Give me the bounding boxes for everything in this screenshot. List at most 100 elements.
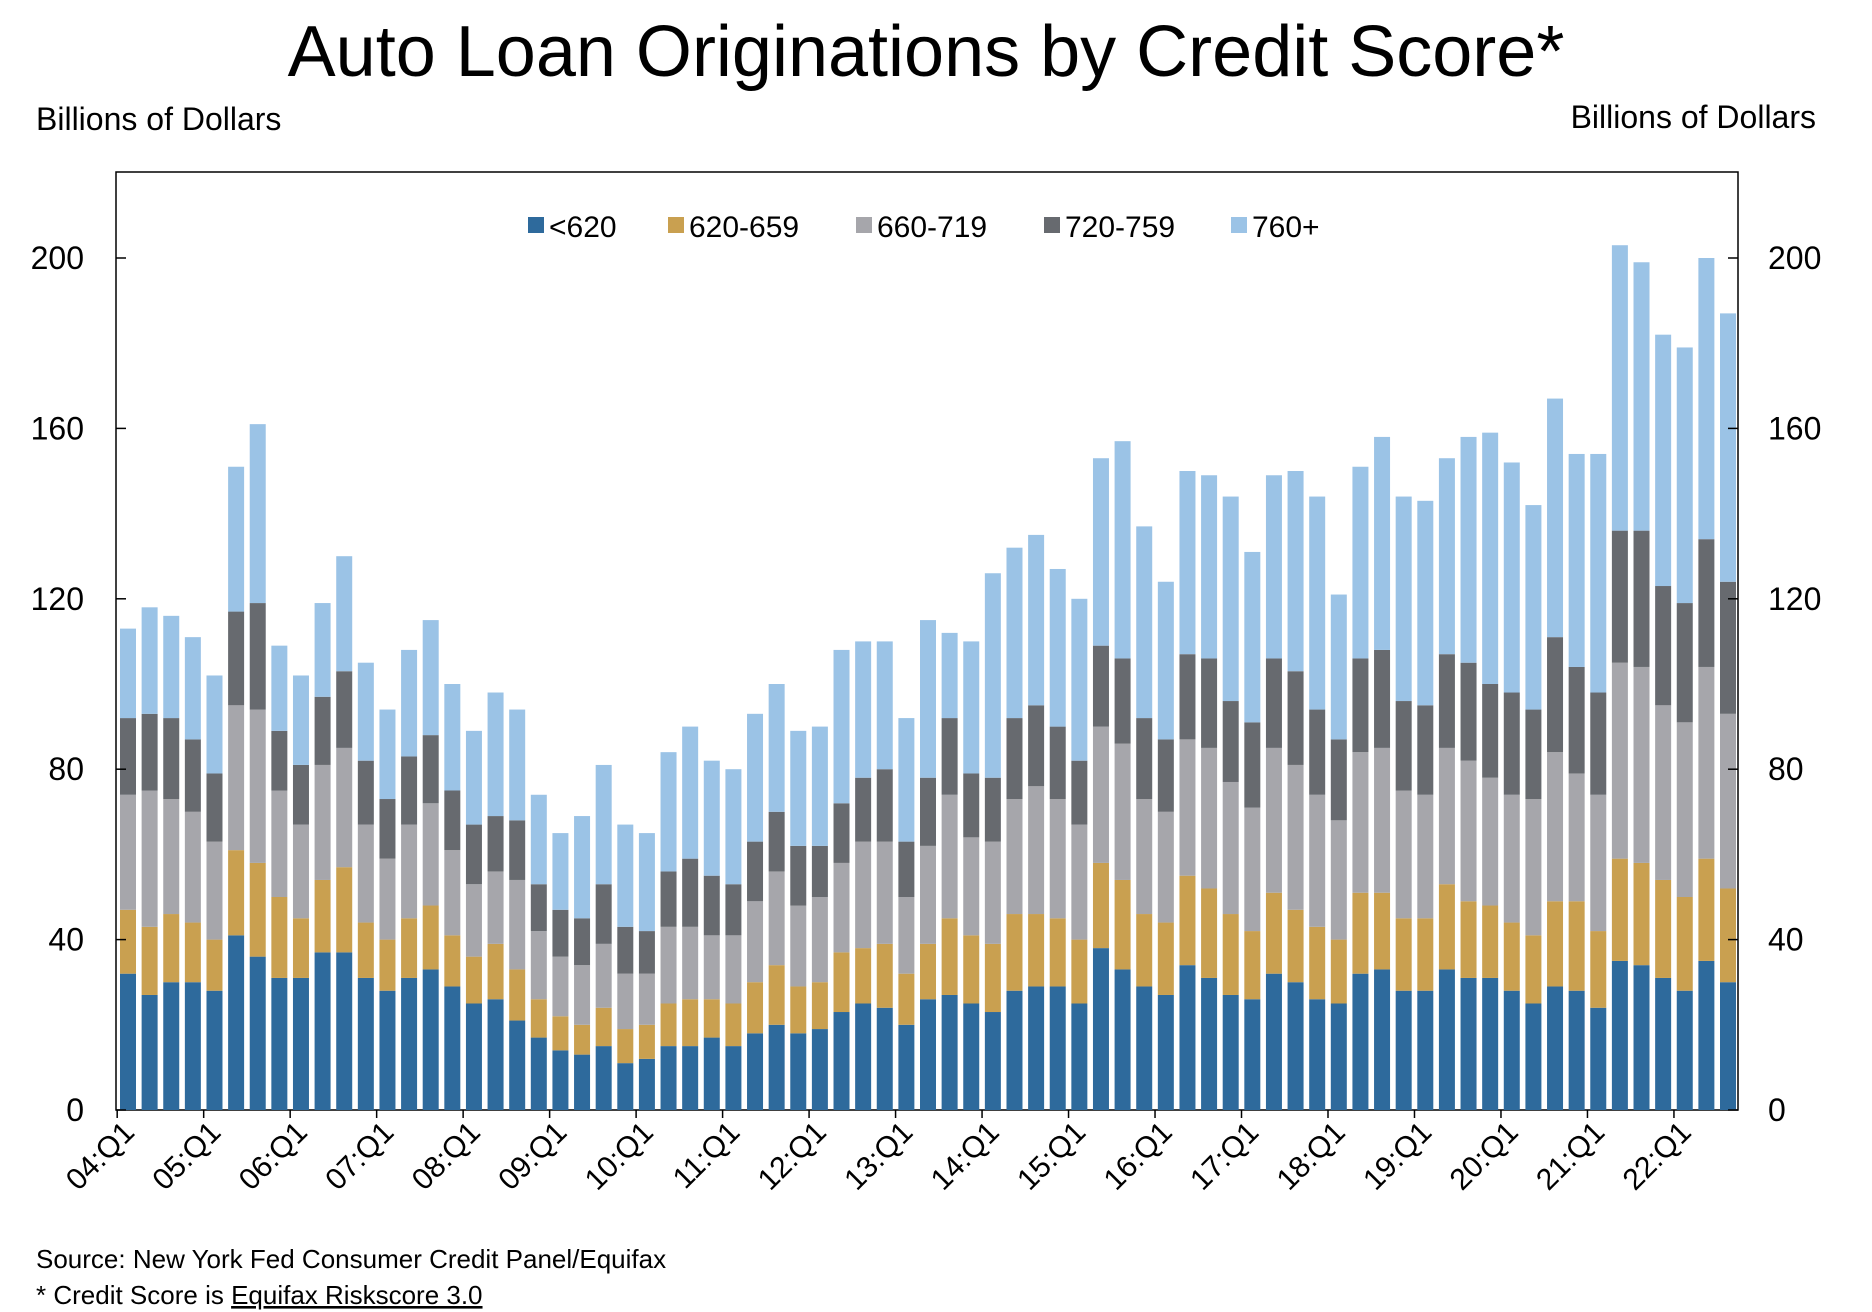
bar-segment-10Q3-s0 xyxy=(682,1046,699,1110)
bar-segment-18Q4-s2 xyxy=(1395,790,1412,919)
left-tick-label: 200 xyxy=(31,240,84,276)
bar-segment-05Q1-s4 xyxy=(206,675,223,774)
bar-segment-17Q4-s2 xyxy=(1309,794,1326,927)
bar-segment-08Q2-s1 xyxy=(487,943,504,1000)
x-tick-label: 17:Q1 xyxy=(1184,1116,1265,1197)
bar-segment-08Q1-s1 xyxy=(465,956,482,1004)
bar-segment-20Q1-s2 xyxy=(1503,794,1520,923)
bar-segment-16Q4-s4 xyxy=(1222,496,1239,702)
bar-segment-20Q4-s1 xyxy=(1568,901,1585,991)
bar-segment-14Q3-s2 xyxy=(1028,786,1045,915)
bar-segment-05Q4-s4 xyxy=(271,645,288,731)
bar-segment-17Q4-s0 xyxy=(1309,999,1326,1110)
bar-segment-16Q1-s3 xyxy=(1157,739,1174,812)
bar-segment-20Q4-s0 xyxy=(1568,990,1585,1110)
bar-segment-16Q3-s1 xyxy=(1201,888,1218,978)
bar-segment-04Q1-s4 xyxy=(120,628,136,719)
bar-segment-19Q2-s0 xyxy=(1438,969,1455,1110)
bar-segment-14Q1-s1 xyxy=(984,943,1001,1013)
bar-segment-07Q4-s2 xyxy=(444,850,461,936)
bar-segment-11Q4-s2 xyxy=(790,905,807,987)
x-tick-label: 14:Q1 xyxy=(925,1116,1006,1197)
bar-segment-17Q2-s1 xyxy=(1265,892,1282,974)
bar-segment-11Q3-s4 xyxy=(768,684,785,812)
bar-segment-19Q2-s4 xyxy=(1438,458,1455,655)
bar-segment-04Q3-s4 xyxy=(163,615,180,719)
bar-segment-19Q2-s2 xyxy=(1438,747,1455,885)
right-tick-label: 80 xyxy=(1768,751,1804,787)
bar-segment-09Q4-s4 xyxy=(617,824,634,927)
bar-segment-08Q3-s0 xyxy=(509,1020,526,1110)
bar-segment-10Q2-s1 xyxy=(660,1003,677,1047)
bar-segment-09Q3-s3 xyxy=(595,884,612,944)
bar-segment-18Q2-s2 xyxy=(1352,752,1369,893)
bar-segment-14Q4-s3 xyxy=(1049,726,1066,800)
bar-segment-09Q3-s4 xyxy=(595,764,612,885)
bar-segment-17Q1-s2 xyxy=(1244,807,1261,932)
bar-segment-18Q1-s0 xyxy=(1330,1003,1347,1110)
bar-segment-06Q1-s1 xyxy=(292,918,309,978)
bar-segment-06Q3-s4 xyxy=(336,556,353,672)
bar-segment-20Q4-s4 xyxy=(1568,453,1585,667)
bar-segment-19Q3-s3 xyxy=(1460,662,1477,761)
bar-segment-22Q2-s1 xyxy=(1698,858,1715,961)
bar-segment-20Q1-s3 xyxy=(1503,692,1520,795)
bar-segment-16Q2-s1 xyxy=(1179,875,1196,966)
bar-segment-05Q4-s3 xyxy=(271,730,288,791)
bar-segment-15Q3-s0 xyxy=(1114,969,1131,1110)
bar-segment-10Q1-s0 xyxy=(638,1058,655,1110)
bar-segment-07Q4-s4 xyxy=(444,684,461,791)
bar-segment-15Q2-s4 xyxy=(1092,458,1109,646)
bar-segment-16Q1-s1 xyxy=(1157,922,1174,995)
bar-segment-18Q2-s4 xyxy=(1352,466,1369,659)
bar-segment-08Q2-s3 xyxy=(487,816,504,872)
bar-segment-21Q2-s3 xyxy=(1611,530,1628,663)
bar-segment-22Q3-s4 xyxy=(1720,313,1736,582)
bar-segment-16Q3-s0 xyxy=(1201,977,1218,1110)
bar-segment-22Q2-s3 xyxy=(1698,539,1715,667)
bar-segment-20Q1-s4 xyxy=(1503,462,1520,693)
bar-segment-09Q3-s0 xyxy=(595,1046,612,1110)
bar-segment-19Q3-s1 xyxy=(1460,901,1477,978)
bar-segment-14Q1-s4 xyxy=(984,573,1001,778)
bar-segment-12Q1-s4 xyxy=(811,726,828,846)
bar-segment-18Q1-s3 xyxy=(1330,739,1347,821)
legend-label: <620 xyxy=(549,211,617,244)
legend-label: 760+ xyxy=(1252,211,1320,244)
bar-segment-09Q3-s1 xyxy=(595,1007,612,1047)
bar-segment-20Q3-s1 xyxy=(1547,901,1564,987)
bar-segment-22Q3-s3 xyxy=(1720,581,1736,714)
bar-segment-10Q4-s1 xyxy=(703,999,720,1038)
footnote: * Credit Score is Equifax Riskscore 3.0 xyxy=(36,1280,483,1310)
bar-segment-09Q1-s0 xyxy=(552,1050,569,1110)
bar-segment-04Q3-s2 xyxy=(163,799,180,915)
bar-segment-10Q2-s2 xyxy=(660,926,677,1004)
bar-segment-05Q3-s2 xyxy=(249,709,266,863)
bar-segment-15Q2-s0 xyxy=(1092,948,1109,1110)
bar-segment-16Q3-s4 xyxy=(1201,475,1218,659)
bar-segment-06Q2-s2 xyxy=(314,764,331,880)
bar-segment-11Q1-s3 xyxy=(725,884,742,936)
bar-segment-07Q3-s4 xyxy=(422,620,439,736)
bar-segment-09Q4-s0 xyxy=(617,1063,634,1110)
bar-segment-21Q3-s3 xyxy=(1633,530,1650,667)
bar-segment-08Q4-s1 xyxy=(530,999,547,1038)
x-tick-label: 13:Q1 xyxy=(838,1116,919,1197)
bar-segment-12Q1-s3 xyxy=(811,845,828,897)
bar-segment-22Q1-s3 xyxy=(1676,603,1693,723)
bar-segment-21Q1-s4 xyxy=(1590,453,1607,693)
bar-segment-08Q4-s4 xyxy=(530,794,547,885)
bar-segment-21Q3-s2 xyxy=(1633,666,1650,863)
bar-segment-14Q2-s4 xyxy=(1006,547,1023,719)
bar-segment-13Q4-s3 xyxy=(963,773,980,838)
bar-segment-21Q4-s1 xyxy=(1655,879,1672,978)
bar-segment-21Q3-s4 xyxy=(1633,262,1650,531)
bar-segment-17Q2-s2 xyxy=(1265,747,1282,893)
bar-segment-05Q3-s0 xyxy=(249,956,266,1110)
bar-segment-17Q1-s3 xyxy=(1244,722,1261,808)
footnote-link[interactable]: Equifax Riskscore 3.0 xyxy=(231,1280,482,1310)
bar-segment-08Q2-s2 xyxy=(487,871,504,944)
bar-segment-08Q3-s2 xyxy=(509,879,526,970)
bar-segment-19Q3-s4 xyxy=(1460,436,1477,663)
bar-segment-16Q1-s2 xyxy=(1157,811,1174,923)
